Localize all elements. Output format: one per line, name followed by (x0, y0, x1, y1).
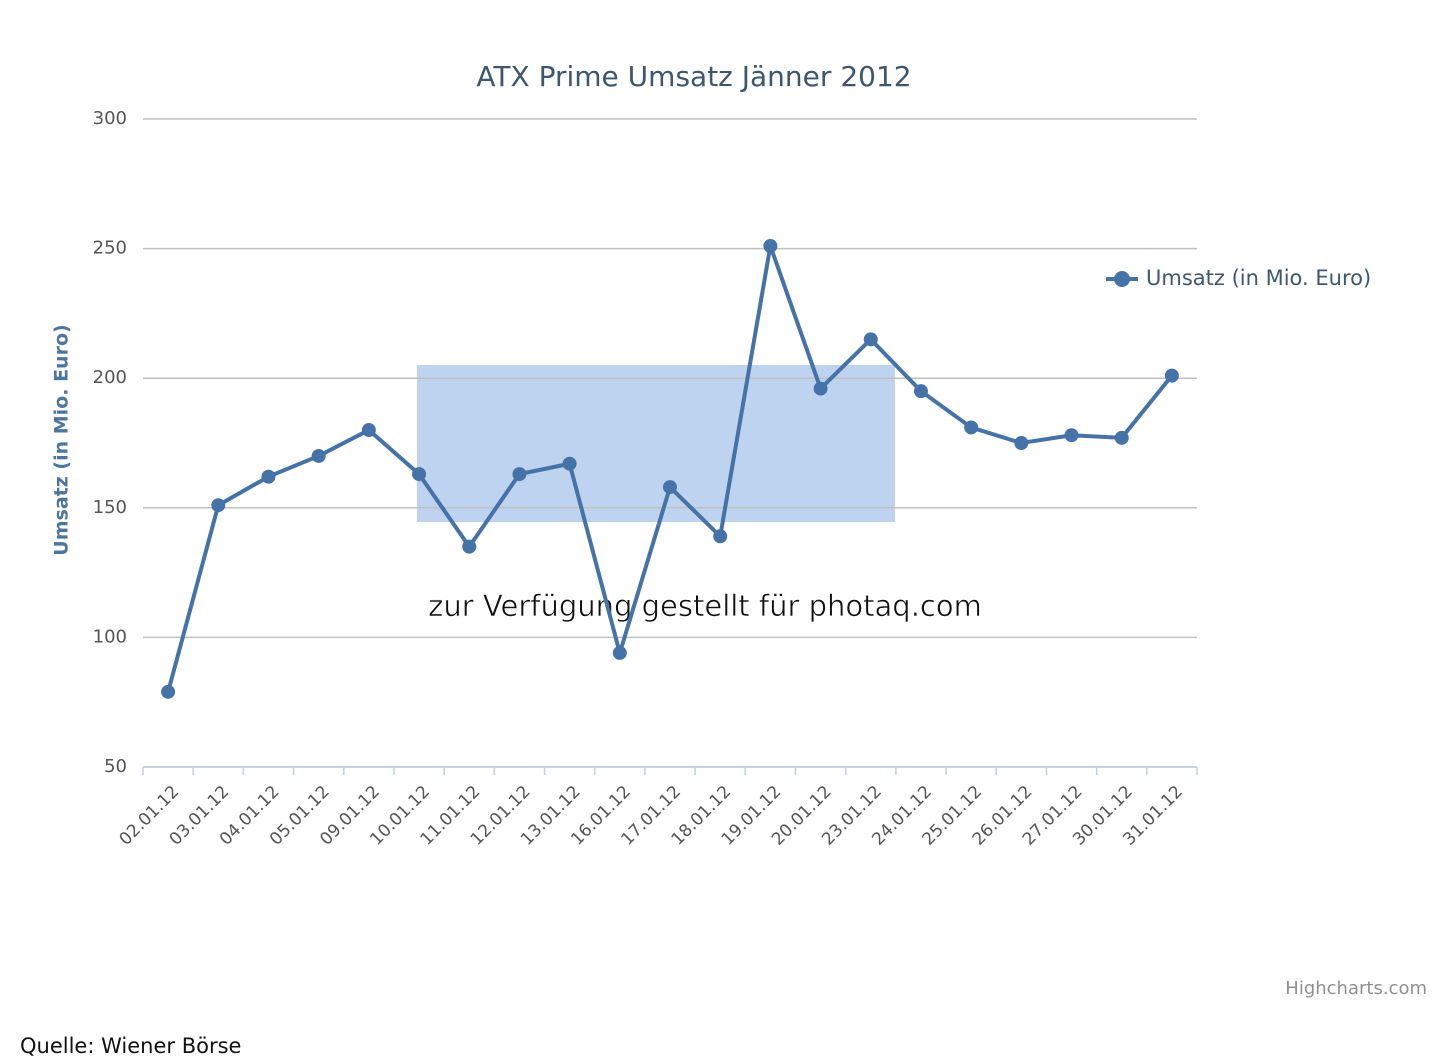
point (412, 467, 427, 482)
y-tick-label: 100 (93, 626, 127, 647)
point (311, 448, 326, 463)
point (261, 469, 276, 484)
point (462, 539, 477, 554)
point (813, 381, 828, 396)
y-tick-label: 300 (93, 108, 127, 129)
credits[interactable]: Highcharts.com (1285, 978, 1427, 999)
source: Quelle: Wiener Börse (20, 1034, 241, 1058)
point (663, 480, 677, 495)
point (612, 645, 627, 660)
point (1164, 368, 1179, 383)
point (361, 423, 376, 438)
point (1014, 436, 1029, 450)
point (1064, 428, 1079, 443)
y-tick-label: 150 (93, 497, 127, 518)
point (512, 467, 527, 482)
point (763, 239, 778, 254)
point (913, 384, 928, 399)
y-axis-title: Umsatz (in Mio. Euro) (51, 324, 73, 555)
point (863, 332, 878, 347)
point (161, 684, 176, 699)
y-tick-label: 250 (93, 238, 127, 259)
point (211, 498, 226, 513)
y-tick-label: 200 (93, 367, 127, 388)
watermark: zur Verfügung gestellt für photaq.com (428, 589, 982, 623)
point (964, 420, 979, 435)
y-tick-label: 50 (104, 756, 127, 777)
legend-marker (1114, 271, 1130, 287)
legend-label: Umsatz (in Mio. Euro) (1146, 266, 1371, 290)
chart-title: ATX Prime Umsatz Jänner 2012 (476, 60, 911, 93)
point (562, 456, 577, 471)
point (1114, 430, 1129, 445)
point (713, 529, 728, 544)
